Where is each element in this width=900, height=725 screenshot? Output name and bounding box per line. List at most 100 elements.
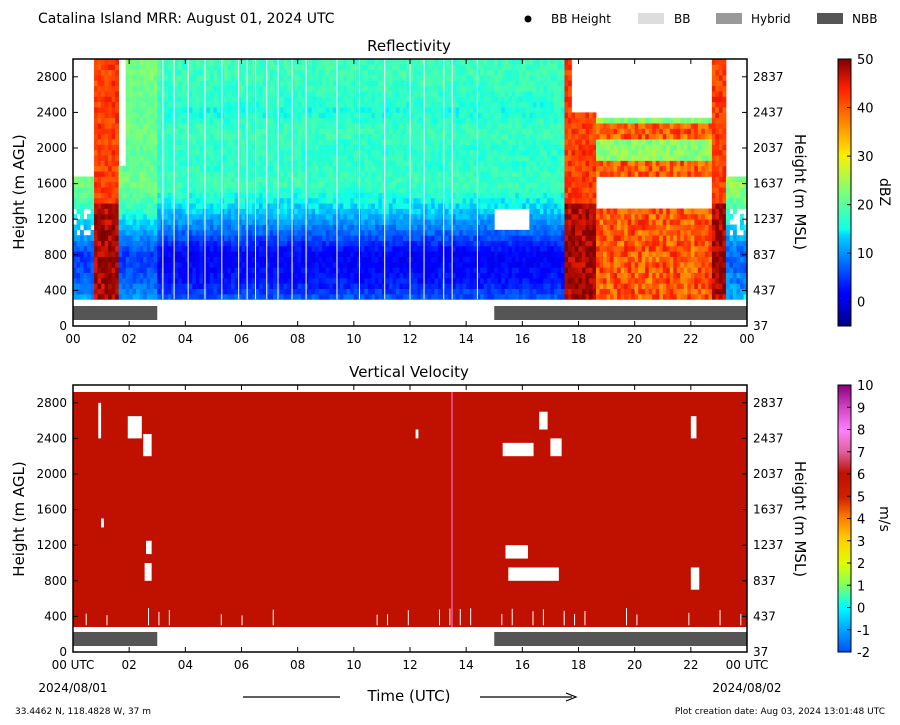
reflectivity-cell xyxy=(188,256,193,263)
reflectivity-cell xyxy=(185,133,190,140)
reflectivity-cell xyxy=(174,176,179,183)
reflectivity-cell xyxy=(315,229,320,236)
reflectivity-cell xyxy=(143,272,148,279)
reflectivity-cell xyxy=(139,187,144,193)
reflectivity-cell xyxy=(308,293,313,300)
reflectivity-cell xyxy=(83,293,88,300)
reflectivity-cell xyxy=(318,235,323,241)
reflectivity-cell xyxy=(455,80,460,87)
reflectivity-cell xyxy=(143,91,148,97)
reflectivity-cell xyxy=(266,171,270,177)
reflectivity-cell xyxy=(438,59,442,65)
reflectivity-cell xyxy=(431,272,435,279)
reflectivity-cell xyxy=(459,267,464,273)
reflectivity-cell xyxy=(378,256,383,263)
reflectivity-cell xyxy=(445,213,450,220)
reflectivity-cell xyxy=(87,219,91,225)
reflectivity-cell xyxy=(104,181,109,188)
reflectivity-cell xyxy=(336,229,341,236)
reflectivity-cell xyxy=(178,96,183,103)
reflectivity-cell xyxy=(83,277,88,284)
reflectivity-cell xyxy=(283,192,288,199)
reflectivity-cell xyxy=(83,235,88,241)
reflectivity-cell xyxy=(143,213,148,220)
reflectivity-cell xyxy=(402,192,407,199)
reflectivity-cell xyxy=(438,139,442,145)
reflectivity-cell xyxy=(266,165,270,172)
reflectivity-cell xyxy=(448,267,453,273)
reflectivity-cell xyxy=(322,235,327,241)
reflectivity-cell xyxy=(304,59,309,65)
reflectivity-cell xyxy=(199,245,204,252)
reflectivity-cell xyxy=(364,155,369,161)
reflectivity-cell xyxy=(171,245,176,252)
reflectivity-cell xyxy=(157,101,162,108)
reflectivity-cell xyxy=(343,144,348,151)
reflectivity-cell xyxy=(101,219,105,225)
reflectivity-cell xyxy=(220,117,225,124)
reflectivity-cell xyxy=(188,229,193,236)
reflectivity-cell xyxy=(227,251,232,257)
reflectivity-cell xyxy=(115,144,120,151)
reflectivity-cell xyxy=(392,229,397,236)
reflectivity-cell xyxy=(178,192,183,199)
reflectivity-cell xyxy=(192,80,197,87)
reflectivity-cell xyxy=(122,288,127,295)
reflectivity-cell xyxy=(388,224,393,231)
reflectivity-cell xyxy=(273,69,277,76)
reflectivity-cell xyxy=(402,288,407,295)
reflectivity-cell xyxy=(150,267,155,273)
reflectivity-cell xyxy=(466,101,471,108)
reflectivity-cell xyxy=(153,160,158,167)
reflectivity-cell xyxy=(350,256,355,263)
reflectivity-cell xyxy=(318,144,323,151)
reflectivity-cell xyxy=(259,101,263,108)
reflectivity-cell xyxy=(87,240,91,247)
reflectivity-cell xyxy=(83,181,88,188)
reflectivity-cell xyxy=(171,240,176,247)
reflectivity-cell xyxy=(360,59,365,65)
reflectivity-cell xyxy=(308,251,313,257)
reflectivity-cell xyxy=(346,251,351,257)
reflectivity-cell xyxy=(455,75,460,81)
reflectivity-cell xyxy=(108,112,113,119)
reflectivity-cell xyxy=(424,91,428,97)
reflectivity-cell xyxy=(259,59,263,65)
reflectivity-cell xyxy=(346,80,351,87)
reflectivity-cell xyxy=(448,117,453,124)
reflectivity-cell xyxy=(392,96,397,103)
reflectivity-cell xyxy=(125,283,130,290)
reflectivity-cell xyxy=(325,96,330,103)
reflectivity-cell xyxy=(374,277,379,284)
reflectivity-cell xyxy=(241,75,246,81)
reflectivity-cell xyxy=(146,75,151,81)
reflectivity-cell xyxy=(353,235,358,241)
reflectivity-cell xyxy=(241,235,246,241)
reflectivity-cell xyxy=(315,144,320,151)
reflectivity-cell xyxy=(469,85,474,92)
reflectivity-cell xyxy=(392,293,397,300)
reflectivity-cell xyxy=(115,69,120,76)
reflectivity-cell xyxy=(343,85,348,92)
reflectivity-cell xyxy=(371,213,376,220)
reflectivity-cell xyxy=(255,197,260,204)
reflectivity-cell xyxy=(374,197,379,204)
reflectivity-cell xyxy=(188,155,193,161)
reflectivity-cell xyxy=(206,272,211,279)
reflectivity-cell xyxy=(248,251,253,257)
reflectivity-cell xyxy=(139,181,144,188)
reflectivity-cell xyxy=(448,155,453,161)
reflectivity-cell xyxy=(115,139,120,145)
reflectivity-cell xyxy=(192,160,197,167)
reflectivity-cell xyxy=(332,256,337,263)
reflectivity-cell xyxy=(255,69,260,76)
reflectivity-cell xyxy=(388,155,393,161)
reflectivity-cell xyxy=(343,128,348,135)
reflectivity-cell xyxy=(374,176,379,183)
reflectivity-cell xyxy=(97,181,102,188)
reflectivity-cell xyxy=(227,155,232,161)
reflectivity-cell xyxy=(255,213,260,220)
reflectivity-cell xyxy=(216,288,221,295)
reflectivity-cell xyxy=(427,155,432,161)
reflectivity-cell xyxy=(353,101,358,108)
